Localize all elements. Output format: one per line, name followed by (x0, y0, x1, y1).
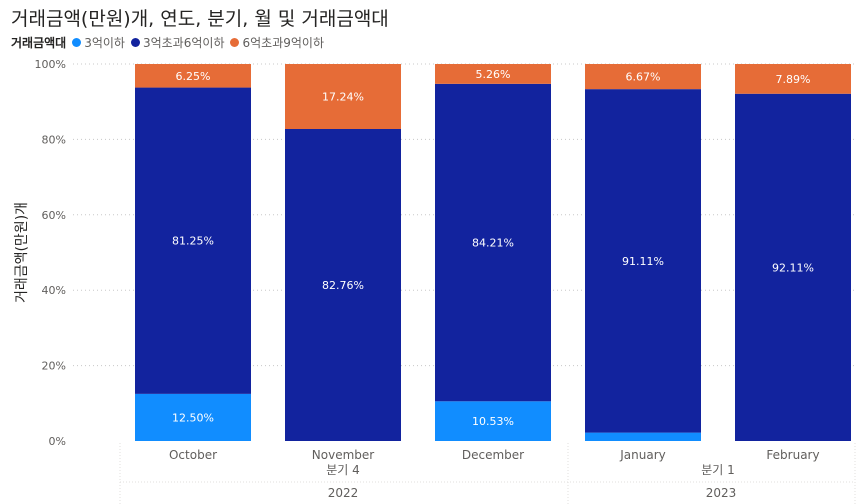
legend-label: 6억초과9억이하 (242, 36, 324, 50)
legend-item-3-to-6[interactable]: 3억초과6억이하 (130, 34, 225, 51)
x-tick-label: December (462, 448, 524, 462)
data-label: 81.25% (172, 235, 214, 248)
legend: 거래금액대 3억이하 3억초과6억이하 6억초과9억이하 (11, 34, 330, 51)
data-label: 7.89% (776, 73, 811, 86)
bar-segment (135, 393, 251, 441)
x-tick-label: October (169, 448, 217, 462)
x-quarter-label: 분기 1 (701, 463, 735, 477)
y-tick-label: 40% (42, 284, 66, 297)
x-tick-label: February (766, 448, 819, 462)
bar-segment (585, 432, 701, 441)
data-label: 6.67% (626, 71, 661, 84)
legend-dot-icon (72, 38, 82, 47)
bar-segment (435, 64, 551, 84)
data-label: 10.53% (472, 415, 514, 428)
legend-dot-icon (230, 38, 240, 47)
data-label: 91.11% (622, 255, 664, 268)
y-tick-label: 100% (35, 58, 66, 71)
y-tick-label: 0% (49, 435, 66, 448)
data-label: 92.11% (772, 261, 814, 274)
data-label: 82.76% (322, 279, 364, 292)
data-label: 12.50% (172, 411, 214, 424)
bar-segment (435, 401, 551, 441)
data-label: 84.21% (472, 237, 514, 250)
legend-label: 3억이하 (84, 36, 125, 50)
legend-label: 3억초과6억이하 (142, 36, 225, 50)
data-label: 6.25% (176, 70, 211, 83)
x-tick-label: November (312, 448, 374, 462)
data-label: 5.26% (476, 68, 511, 81)
bar-segment (585, 89, 701, 433)
data-label: 17.24% (322, 90, 364, 103)
bar-segment (735, 64, 851, 94)
legend-item-6-to-9[interactable]: 6억초과9억이하 (230, 34, 324, 51)
y-axis-title: 거래금액(만원)개 (14, 202, 30, 303)
bar-segment (135, 87, 251, 394)
bar-segment (735, 93, 851, 441)
bar-segment (435, 83, 551, 402)
y-tick-label: 60% (42, 209, 66, 222)
legend-item-under-3[interactable]: 3억이하 (72, 34, 125, 51)
legend-dot-icon (130, 38, 140, 47)
bar-segment (285, 128, 401, 441)
legend-title: 거래금액대 (11, 36, 67, 50)
x-tick-label: January (619, 448, 666, 462)
y-tick-label: 20% (42, 360, 66, 373)
x-quarter-label: 분기 4 (326, 463, 360, 477)
chart-title: 거래금액(만원)개, 연도, 분기, 월 및 거래금액대 (11, 8, 389, 30)
x-year-label: 2022 (328, 486, 359, 500)
bar-segment (135, 64, 251, 88)
bar-segment (585, 64, 701, 90)
x-year-label: 2023 (706, 486, 737, 500)
y-tick-label: 80% (42, 133, 66, 146)
bar-segment (285, 64, 401, 129)
